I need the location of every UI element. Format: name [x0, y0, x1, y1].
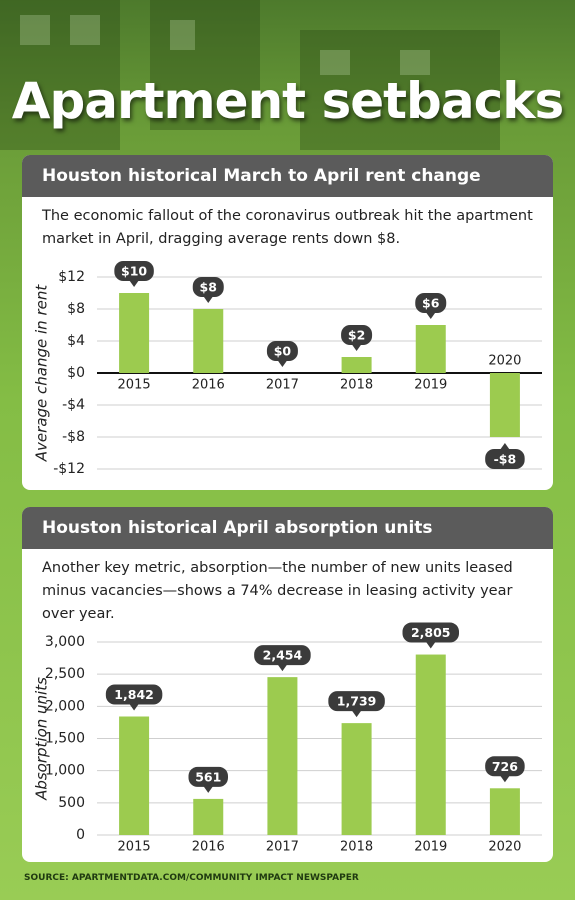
chart-subtitle: Another key metric, absorption—the numbe… [42, 560, 513, 622]
y-tick-label: 2,000 [45, 698, 85, 714]
y-tick-label: -$12 [53, 461, 85, 477]
bar [415, 654, 446, 835]
window [320, 50, 350, 75]
bar [341, 723, 372, 835]
value-label: $10 [121, 264, 147, 279]
x-tick-label: 2017 [266, 378, 299, 393]
x-tick-label: 2017 [266, 840, 299, 855]
callout-pointer [277, 360, 288, 367]
y-tick-label: 3,000 [45, 634, 85, 650]
y-tick-label: -$4 [62, 397, 85, 413]
x-tick-label: 2016 [192, 840, 225, 855]
value-callout [188, 766, 228, 787]
value-label: $8 [200, 280, 217, 295]
x-tick-label: 2020 [488, 840, 521, 855]
y-tick-label: $4 [67, 333, 85, 349]
y-tick-label: $8 [67, 301, 85, 317]
value-label: 561 [195, 769, 221, 784]
value-label: 2,454 [263, 648, 303, 663]
callout-pointer [277, 664, 288, 672]
x-tick-label: 2020 [488, 354, 521, 369]
x-tick-label: 2016 [192, 378, 225, 393]
bar [341, 357, 372, 373]
bar [267, 677, 298, 835]
callout-pointer [425, 641, 436, 649]
value-label: 726 [492, 759, 518, 774]
value-callout [328, 691, 385, 712]
bar [415, 325, 446, 373]
value-label: $0 [274, 344, 292, 359]
callout-pointer [203, 296, 214, 303]
y-tick-label: 1,500 [45, 731, 85, 747]
callout-pointer [129, 703, 140, 711]
chart-title: Houston historical April absorption unit… [22, 507, 553, 549]
callout-pointer [425, 312, 436, 319]
window [400, 50, 430, 75]
value-label: 1,739 [337, 694, 377, 709]
y-tick-label: 1,000 [45, 763, 85, 779]
y-axis-label: Average change in rent [33, 284, 51, 463]
bar [489, 788, 520, 835]
source: SOURCE: APARTMENTDATA.COM/COMMUNITY IMPA… [24, 873, 359, 883]
value-callout [485, 449, 525, 469]
value-label: 1,842 [114, 687, 154, 702]
value-label: $2 [348, 328, 365, 343]
callout-pointer [499, 775, 510, 783]
building [300, 30, 500, 150]
value-callout [114, 261, 154, 281]
y-tick-label: $12 [58, 269, 85, 285]
value-callout [402, 622, 459, 643]
x-tick-label: 2018 [340, 840, 373, 855]
x-tick-label: 2015 [118, 840, 151, 855]
window [70, 15, 100, 45]
bar [119, 716, 150, 835]
value-callout [105, 684, 163, 705]
callout-pointer [351, 710, 362, 718]
building [150, 0, 260, 130]
x-tick-label: 2018 [340, 378, 373, 393]
y-tick-label: 2,500 [45, 666, 85, 682]
x-tick-label: 2019 [414, 840, 447, 855]
chart: Average change in rent $12 $8 $4 $0 -$4 -$8 -$1… [33, 261, 542, 477]
value-label: $6 [422, 296, 440, 311]
building [0, 0, 120, 150]
bar [119, 293, 150, 373]
bar [193, 309, 224, 373]
x-tick-label: 2019 [414, 378, 447, 393]
value-label: 2,805 [411, 625, 451, 640]
callout-pointer [351, 344, 362, 351]
value-label: -$8 [494, 452, 517, 467]
value-callout [266, 341, 298, 361]
callout-pointer [129, 280, 140, 287]
window [170, 20, 195, 50]
window [20, 15, 50, 45]
chart-panel: Houston historical March to April rent c… [22, 155, 553, 490]
y-tick-label: -$8 [62, 429, 85, 445]
bar [489, 373, 520, 437]
value-callout [485, 756, 525, 777]
chart-subtitle: The economic fallout of the coronavirus … [42, 208, 533, 247]
chart: Absorption units 0 500 1,000 1,500 2,000 2,500… [33, 622, 542, 855]
bar [193, 798, 224, 835]
callout-pointer [499, 443, 510, 450]
value-callout [341, 325, 373, 345]
chart-panel: Houston historical April absorption unit… [22, 507, 553, 862]
y-tick-label: 500 [58, 795, 85, 811]
y-axis-label: Absorption units [33, 677, 51, 801]
main-title: Apartment setbacks [11, 72, 564, 130]
y-tick-label: 0 [76, 827, 85, 843]
value-callout [192, 277, 224, 297]
value-callout [254, 645, 311, 666]
x-tick-label: 2015 [118, 378, 151, 393]
chart-title: Houston historical March to April rent c… [22, 155, 553, 197]
value-callout [415, 293, 447, 313]
y-tick-label: $0 [67, 365, 85, 381]
callout-pointer [203, 785, 214, 793]
